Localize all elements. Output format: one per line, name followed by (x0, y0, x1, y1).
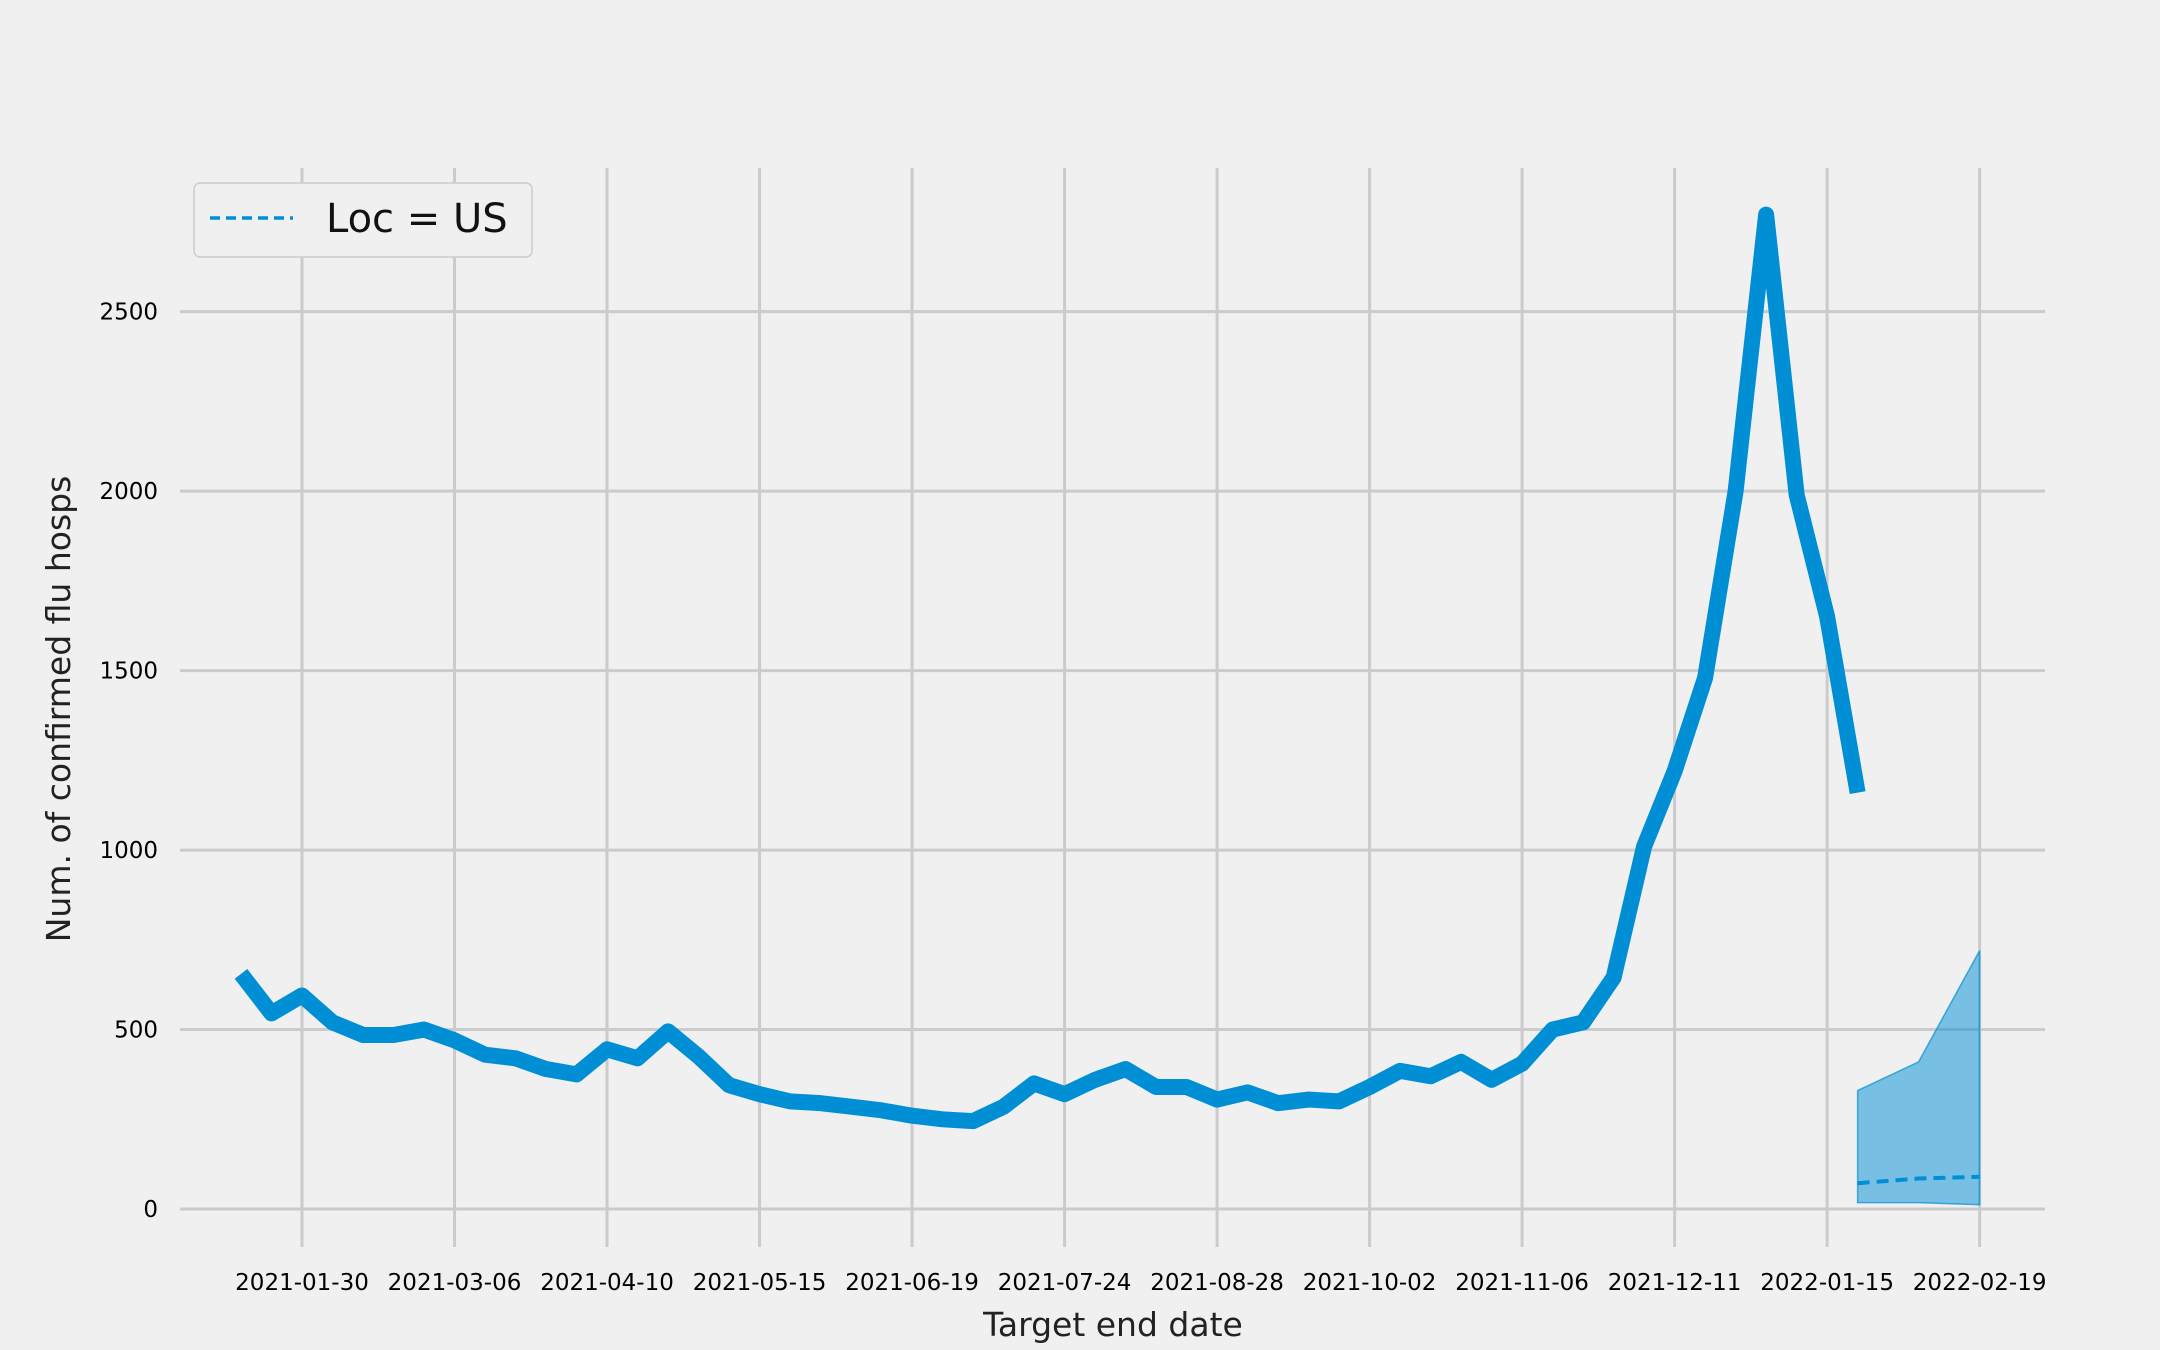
x-tick-label: 2021-05-15 (693, 1270, 827, 1296)
x-tick-label: 2021-12-11 (1608, 1270, 1742, 1296)
x-tick-label: 2021-06-19 (845, 1270, 979, 1296)
x-tick-label: 2022-02-19 (1913, 1270, 2047, 1296)
x-tick-label: 2021-04-10 (540, 1270, 674, 1296)
x-tick-labels: 2021-01-30 2021-03-06 2021-04-10 2021-05-15… (235, 1270, 2046, 1296)
x-tick-label: 2021-10-02 (1303, 1270, 1437, 1296)
series-lines (234, 206, 1980, 1186)
x-tick-label: 2022-01-15 (1760, 1270, 1894, 1296)
x-tick-label: 2021-08-28 (1150, 1270, 1284, 1296)
y-tick-label: 0 (143, 1197, 158, 1223)
y-tick-labels: 0 500 1000 1500 2000 2500 (99, 300, 158, 1223)
y-tick-label: 2500 (99, 300, 158, 326)
y-tick-label: 500 (114, 1018, 158, 1044)
grid-lines (180, 168, 2045, 1247)
x-axis-label: Target end date (982, 1305, 1243, 1344)
y-tick-label: 1500 (99, 659, 158, 685)
legend: Loc = US (193, 182, 533, 258)
y-axis-label: Num. of confirmed flu hosps (39, 476, 78, 943)
y-tick-label: 1000 (99, 838, 158, 864)
y-tick-label: 2000 (99, 479, 158, 505)
x-tick-label: 2021-01-30 (235, 1270, 369, 1296)
x-tick-label: 2021-03-06 (388, 1270, 522, 1296)
observed-hosps-line (234, 206, 1866, 1130)
forecast-band-group (1856, 950, 1981, 1206)
x-tick-label: 2021-11-06 (1455, 1270, 1589, 1296)
forecast-uncertainty-band (1856, 950, 1981, 1206)
forecast-median-line (1857, 1174, 1980, 1186)
x-tick-label: 2021-07-24 (998, 1270, 1132, 1296)
legend-box (193, 182, 533, 258)
legend-entry-label: Loc = US (326, 196, 508, 242)
